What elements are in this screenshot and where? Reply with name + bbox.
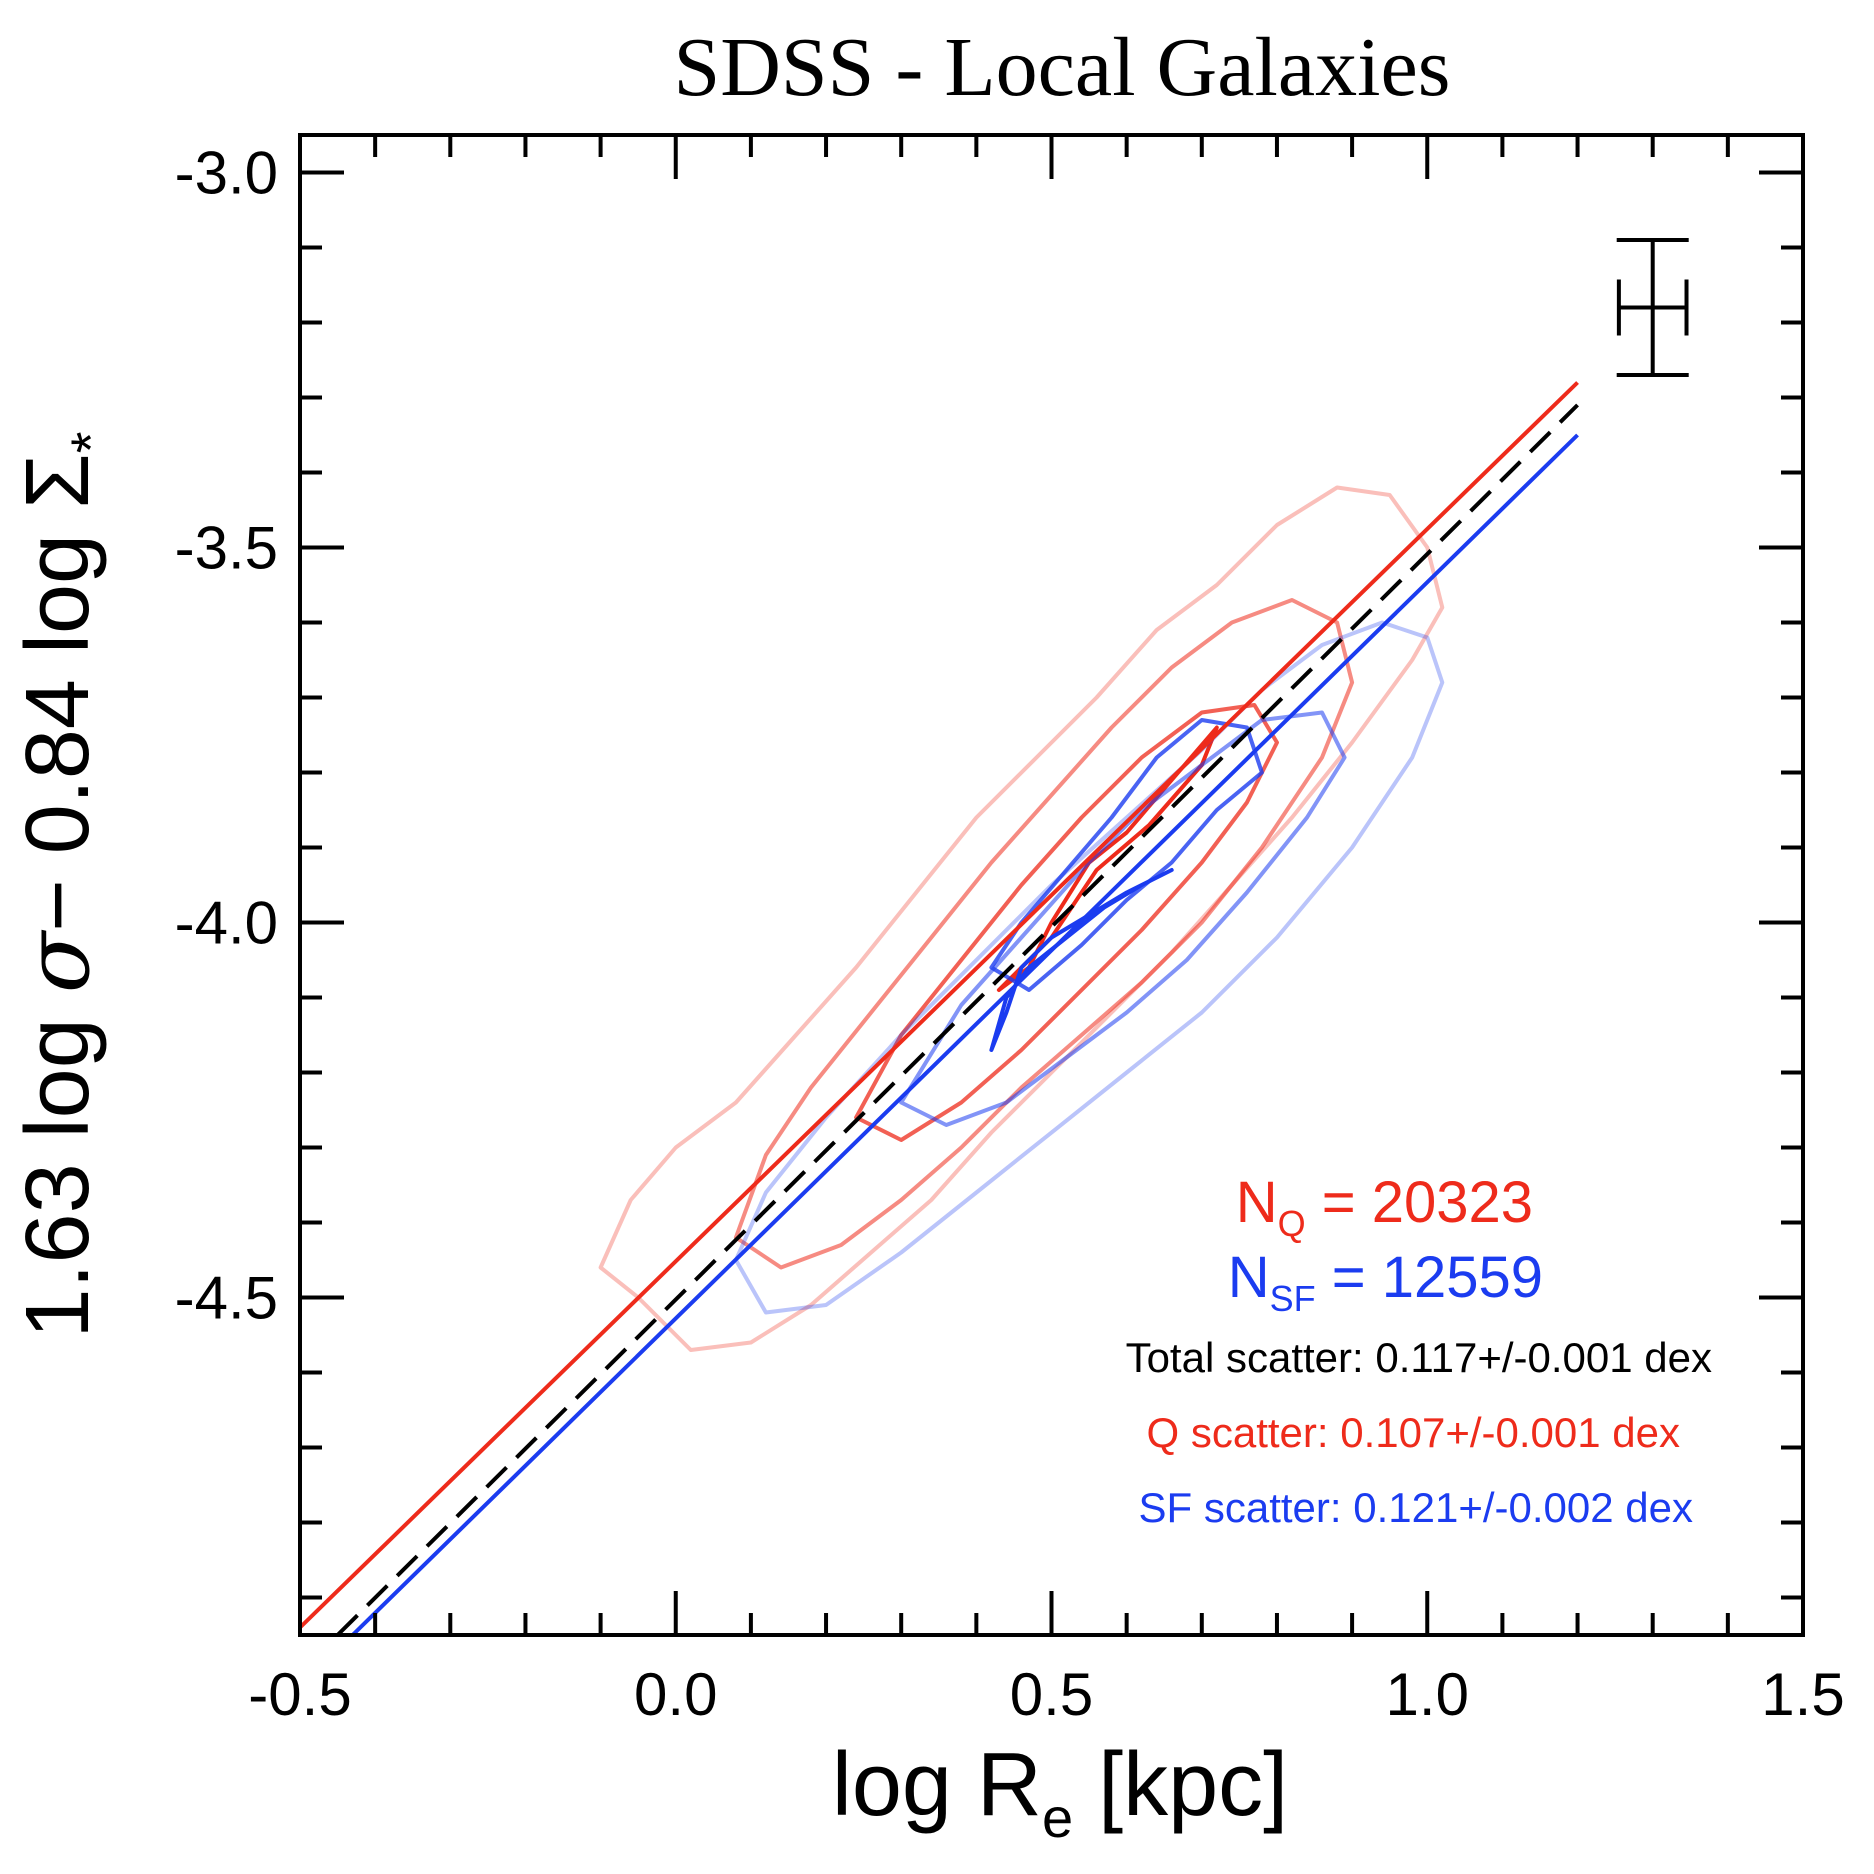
x-tick-label: 0.5 <box>1010 1661 1093 1728</box>
y-axis-label: 1.63 log σ− 0.84 log Σ* <box>5 432 122 1339</box>
n-star-forming-label: NSF = 12559 <box>1228 1245 1543 1319</box>
star-forming-contour-level-4 <box>989 868 1174 1052</box>
y-tick-label: -3.5 <box>175 515 278 582</box>
quiescent-contour-level-3 <box>854 703 1279 1142</box>
star-forming-contour-level-1 <box>733 620 1445 1315</box>
x-tick-label: 1.5 <box>1761 1661 1844 1728</box>
y-tick-label: -4.5 <box>175 1265 278 1332</box>
total-fit-line <box>336 403 1579 1635</box>
x-tick-label: -0.5 <box>248 1661 351 1728</box>
x-tick-label: 0.0 <box>634 1661 717 1728</box>
star-forming-fit-line <box>351 433 1579 1635</box>
quiescent-contour-level-2 <box>733 598 1355 1270</box>
total-scatter-label: Total scatter: 0.117+/-0.001 dex <box>1126 1334 1712 1381</box>
error-bar <box>1616 238 1689 377</box>
q-scatter-label: Q scatter: 0.107+/-0.001 dex <box>1147 1409 1681 1456</box>
sf-scatter-label: SF scatter: 0.121+/-0.002 dex <box>1139 1484 1694 1531</box>
axis-ticks <box>298 135 1805 1635</box>
quiescent-fit-line <box>300 381 1579 1629</box>
star-forming-contour-level-2 <box>899 710 1347 1127</box>
plot-area <box>300 381 1579 1635</box>
y-tick-label: -3.0 <box>175 140 278 207</box>
y-tick-label: -4.0 <box>175 890 278 957</box>
x-tick-label: 1.0 <box>1386 1661 1469 1728</box>
fit-line-layer <box>300 381 1579 1635</box>
chart-title: SDSS - Local Galaxies <box>674 21 1451 114</box>
x-axis-label: log Re [kpc] <box>832 1735 1288 1849</box>
axis-tick-labels: -0.5 0.0 0.5 1.0 1.5 -3.0 -3.5 -4.0 -4.5 <box>175 140 1845 1729</box>
n-quiescent-label: NQ = 20323 <box>1236 1170 1533 1244</box>
